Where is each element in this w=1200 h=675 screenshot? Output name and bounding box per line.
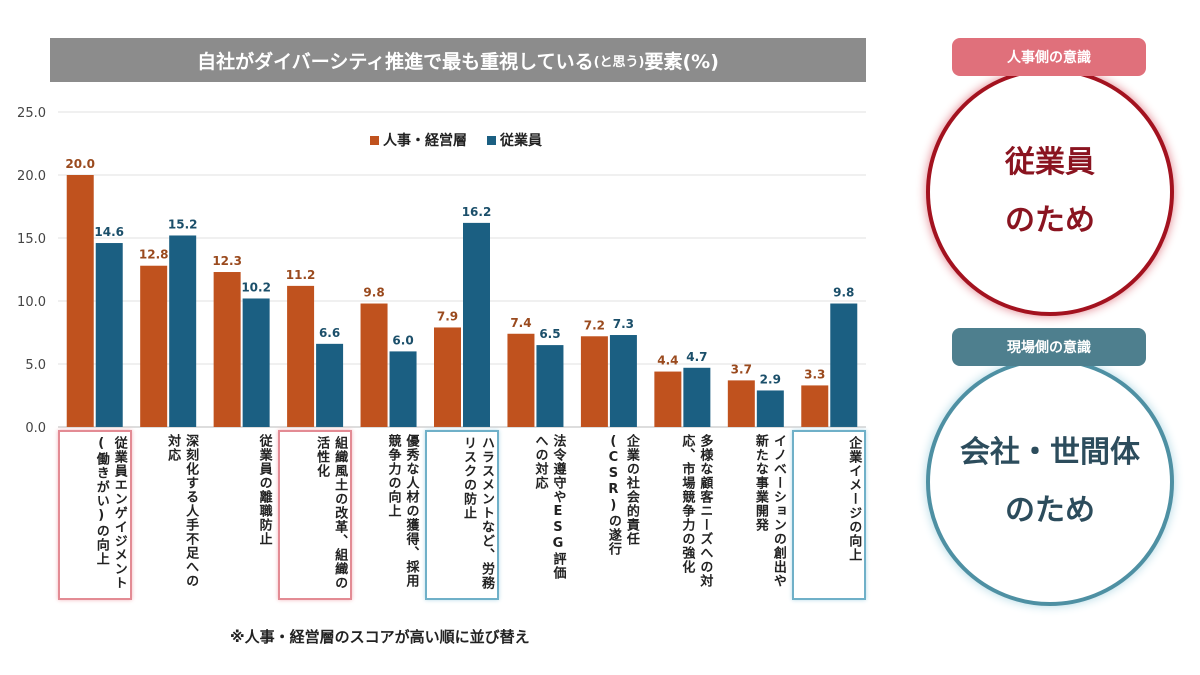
legend-label-series2: 従業員 [500,133,542,149]
y-tick-label: 20.0 [17,169,46,184]
data-label: 4.4 [657,354,678,368]
data-label: 9.8 [363,286,384,300]
hr-circle-line2: のため [1005,203,1095,238]
bar-series1 [727,380,755,427]
bar-series2 [169,235,197,427]
bar-series1 [801,385,829,427]
legend-swatch-series1 [370,135,379,145]
data-label: 20.0 [65,157,95,171]
hr-awareness-pill: 人事側の意識 [952,38,1146,76]
bar-series1 [507,333,535,427]
data-label: 7.4 [510,316,531,330]
bar-series1 [580,336,608,427]
bar-series1 [140,265,168,427]
category-label-box: 多様な顧客ニーズへの対応、市場競争力の強化 [645,430,715,596]
hr-awareness-circle: 従業員 のため [926,68,1174,316]
data-label: 16.2 [462,205,492,219]
legend-swatch-series2 [487,135,496,145]
category-label: 企業の社会的責任(CSR)の遂行 [605,434,639,556]
category-label-box: 従業員の離職防止 [205,430,275,596]
data-label: 6.0 [392,333,413,347]
bar-series1 [434,327,461,427]
bar-series1 [213,272,241,427]
bar-series1 [360,303,388,427]
category-label: ハラスメントなど、労務リスクの防止 [461,436,494,590]
category-label-box: 優秀な人材の獲得、採用競争力の向上 [352,430,422,596]
data-label: 6.5 [539,327,560,341]
title-sub: (と思う) [593,54,645,70]
data-label: 15.2 [168,217,198,231]
y-tick-label: 5.0 [25,358,46,373]
category-label-box: イノベーションの創出や新たな事業開発 [719,430,789,596]
category-label: 従業員エンゲイジメント(働きがい)の向上 [93,436,127,590]
bar-series2 [830,303,858,427]
category-label: イノベーションの創出や新たな事業開発 [752,434,786,588]
legend: 人事・経営層 従業員 [370,130,542,150]
data-label: 7.3 [613,317,634,331]
data-label: 7.2 [584,318,605,332]
field-awareness-pill: 現場側の意識 [952,328,1146,366]
legend-label-series1: 人事・経営層 [383,133,467,149]
bar-series2 [242,298,270,427]
bar-series1 [66,175,94,427]
category-label-box: 企業の社会的責任(CSR)の遂行 [572,430,642,596]
sort-note: ※人事・経営層のスコアが高い順に並び替え [230,628,530,646]
y-tick-label: 0.0 [25,421,46,436]
category-label: 企業イメージの向上 [846,436,862,562]
y-tick-label: 10.0 [17,295,46,310]
category-label-box: 組織風土の改革、組織の活性化 [278,430,353,600]
category-label: 法令遵守やESG評価への対応 [532,434,566,580]
bar-series2 [463,222,490,427]
bar-series2 [609,335,637,427]
data-label: 14.6 [94,225,124,239]
category-label-box: 従業員エンゲイジメント(働きがい)の向上 [57,430,132,600]
data-label: 4.7 [686,350,707,364]
category-label: 従業員の離職防止 [256,434,272,546]
legend-item-series2: 従業員 [487,130,542,150]
bar-chart: 0.0 5.0 10.0 15.0 20.0 25.0 20.0 14.6 12.8 15.2 12… [17,106,866,436]
data-label: 3.7 [731,362,752,376]
field-circle-line1: 会社・世間体 [960,435,1140,470]
data-label: 10.2 [241,280,271,294]
y-tick-label: 15.0 [17,232,46,247]
bar-series2 [683,367,711,427]
data-label: 11.2 [286,268,316,282]
bar-series1 [287,285,315,427]
data-label: 3.3 [804,367,825,381]
bar-series2 [316,343,344,427]
category-label-box: 深刻化する人手不足への対応 [131,430,201,596]
category-label: 深刻化する人手不足への対応 [165,434,199,588]
bar-series2 [389,351,417,427]
bar-series1 [654,371,682,427]
title-main: 自社がダイバーシティ推進で最も重視している [197,50,594,73]
category-label-box: 企業イメージの向上 [792,430,867,600]
bar-series2 [536,345,564,427]
data-label: 12.3 [212,254,242,268]
category-label: 組織風土の改革、組織の活性化 [314,436,348,590]
bar-series2 [756,390,784,427]
data-label: 9.8 [833,286,854,300]
data-label: 12.8 [139,248,169,262]
category-label: 多様な顧客ニーズへの対応、市場競争力の強化 [679,434,713,588]
category-label-box: ハラスメントなど、労務リスクの防止 [425,430,499,600]
bar-series2 [95,243,123,427]
category-label-box: 法令遵守やESG評価への対応 [498,430,568,596]
title-end: 要素(%) [644,50,719,73]
legend-item-series1: 人事・経営層 [370,130,467,150]
field-circle-line2: のため [1005,493,1095,528]
data-label: 6.6 [319,326,340,340]
y-tick-label: 25.0 [17,106,46,121]
field-awareness-circle: 会社・世間体 のため [926,358,1174,606]
data-label: 2.9 [760,372,781,386]
hr-circle-line1: 従業員 [1005,145,1095,180]
chart-title: 自社がダイバーシティ推進で最も重視している (と思う) 要素(%) [50,38,866,82]
category-label: 優秀な人材の獲得、採用競争力の向上 [385,434,419,588]
data-label: 7.9 [437,309,458,323]
